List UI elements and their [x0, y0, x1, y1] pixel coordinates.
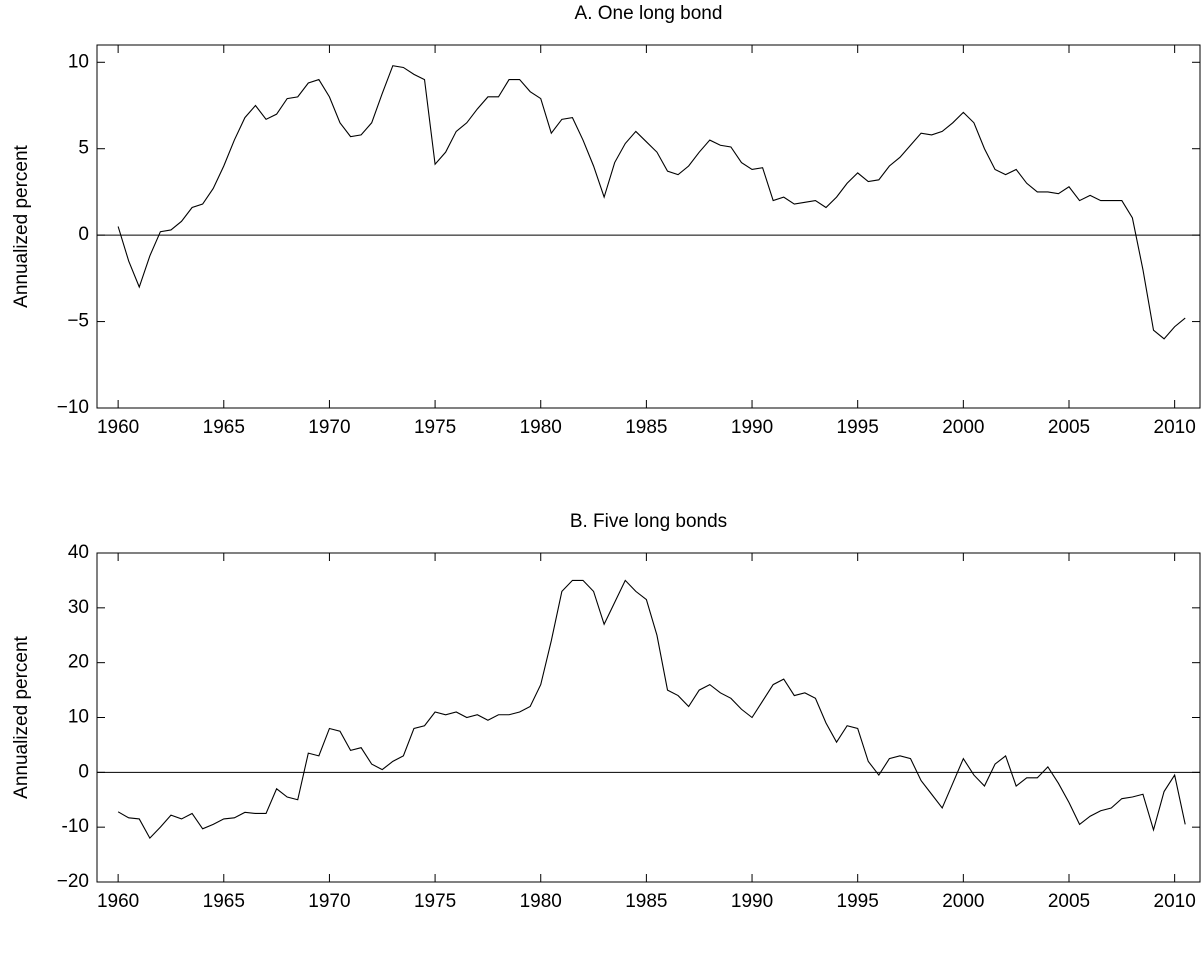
x-tick-label: 1960 [97, 417, 139, 438]
y-tick-label: 10 [68, 707, 89, 728]
y-tick-label: 5 [78, 138, 89, 159]
x-tick-label: 1965 [203, 891, 245, 912]
x-tick-label: 2010 [1154, 417, 1196, 438]
chart-title: B. Five long bonds [570, 511, 727, 532]
x-tick-label: 1995 [837, 891, 879, 912]
x-tick-label: 1965 [203, 417, 245, 438]
x-tick-label: 1980 [520, 891, 562, 912]
data-line [117, 65, 1186, 340]
x-tick-label: 1980 [520, 417, 562, 438]
x-tick-label: 2005 [1048, 891, 1090, 912]
y-axis-label: Annualized percent [11, 144, 32, 307]
x-tick-label: 1970 [308, 417, 350, 438]
plot-frame [96, 44, 1201, 409]
y-tick-label: −5 [67, 311, 89, 332]
x-tick-label: 2005 [1048, 417, 1090, 438]
x-tick-label: 1985 [625, 891, 667, 912]
y-tick-label: 30 [68, 597, 89, 618]
y-tick-label: -10 [62, 816, 89, 837]
x-tick-label: 2010 [1154, 891, 1196, 912]
x-tick-label: 1975 [414, 417, 456, 438]
plot-frame [96, 552, 1201, 883]
x-tick-label: 1975 [414, 891, 456, 912]
y-tick-label: −10 [57, 397, 89, 418]
x-tick-label: 1970 [308, 891, 350, 912]
chart-title: A. One long bond [575, 3, 723, 24]
x-tick-label: 2000 [942, 891, 984, 912]
y-axis-label: Annualized percent [11, 635, 32, 798]
data-line [117, 579, 1186, 840]
x-tick-label: 1985 [625, 417, 667, 438]
y-tick-label: 20 [68, 652, 89, 673]
x-tick-label: 1995 [837, 417, 879, 438]
y-tick-label: 10 [68, 51, 89, 72]
y-tick-label: 40 [68, 542, 89, 563]
x-tick-label: 1960 [97, 891, 139, 912]
y-tick-label: 0 [78, 224, 89, 245]
x-tick-label: 2000 [942, 417, 984, 438]
x-tick-label: 1990 [731, 891, 773, 912]
x-tick-label: 1990 [731, 417, 773, 438]
y-tick-label: 0 [78, 761, 89, 782]
y-tick-label: −20 [57, 871, 89, 892]
